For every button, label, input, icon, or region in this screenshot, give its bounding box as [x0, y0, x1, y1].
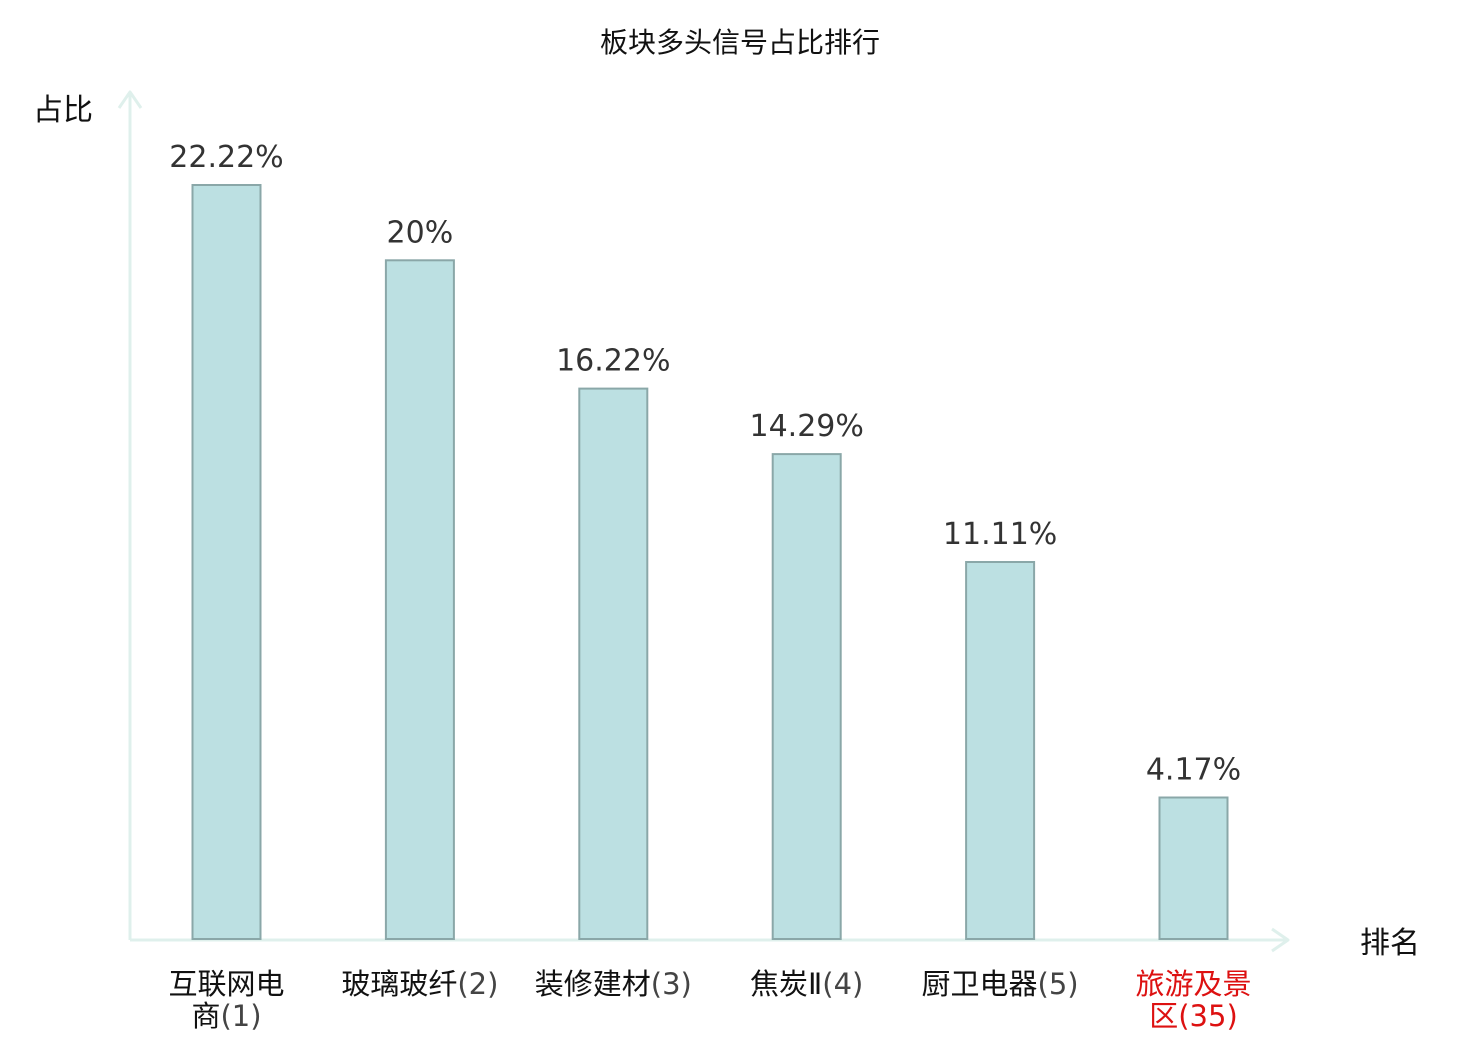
y-axis	[117, 90, 143, 940]
bar-value-label: 11.11%	[943, 517, 1057, 552]
category-name: 焦炭Ⅱ	[750, 967, 822, 1001]
bar-value-label: 22.22%	[169, 140, 283, 175]
x-axis-label: 排名	[1360, 926, 1420, 961]
category-rank: (4)	[822, 967, 863, 1001]
bar-value-label: 16.22%	[556, 344, 670, 379]
bar-value-label: 4.17%	[1146, 753, 1241, 788]
category-name: 玻璃玻纤	[341, 967, 457, 1001]
bar-value-label: 20%	[387, 215, 454, 250]
x-axis-arrow	[1271, 927, 1290, 953]
x-tick-label: 区(35)	[1149, 999, 1238, 1033]
category-rank: (1)	[220, 999, 261, 1033]
x-tick-label: 互联网电	[168, 967, 284, 1001]
category-rank: (35)	[1178, 999, 1238, 1033]
x-axis	[130, 927, 1290, 953]
value-labels: 22.22% 20% 16.22% 14.29% 11.11% 4.17%	[169, 140, 1241, 788]
chart-title: 板块多头信号占比排行	[600, 26, 880, 59]
bar	[1158, 796, 1229, 940]
bar	[384, 259, 455, 940]
x-tick-label: 厨卫电器(5)	[922, 967, 1079, 1001]
bars	[191, 184, 1229, 941]
category-name: 区	[1149, 999, 1178, 1033]
category-name: 厨卫电器	[922, 967, 1038, 1001]
y-axis-label: 占比	[33, 93, 93, 128]
x-tick-label: 旅游及景	[1135, 967, 1251, 1001]
bar	[578, 387, 649, 941]
bar-value-label: 14.29%	[750, 409, 864, 444]
category-rank: (3)	[651, 967, 692, 1001]
category-name: 互联网电	[168, 967, 284, 1001]
category-name: 装修建材	[535, 967, 651, 1001]
bar	[965, 561, 1036, 940]
bar	[191, 184, 262, 940]
y-axis-arrow	[117, 90, 143, 109]
category-rank: (5)	[1038, 967, 1079, 1001]
x-tick-label: 焦炭Ⅱ(4)	[750, 967, 863, 1001]
category-name: 商	[191, 999, 220, 1033]
x-tick-label: 商(1)	[191, 999, 261, 1033]
category-name: 旅游及景	[1135, 967, 1251, 1001]
x-tick-label: 装修建材(3)	[535, 967, 692, 1001]
x-tick-label: 玻璃玻纤(2)	[341, 967, 498, 1001]
category-rank: (2)	[457, 967, 498, 1001]
bar	[771, 453, 842, 940]
